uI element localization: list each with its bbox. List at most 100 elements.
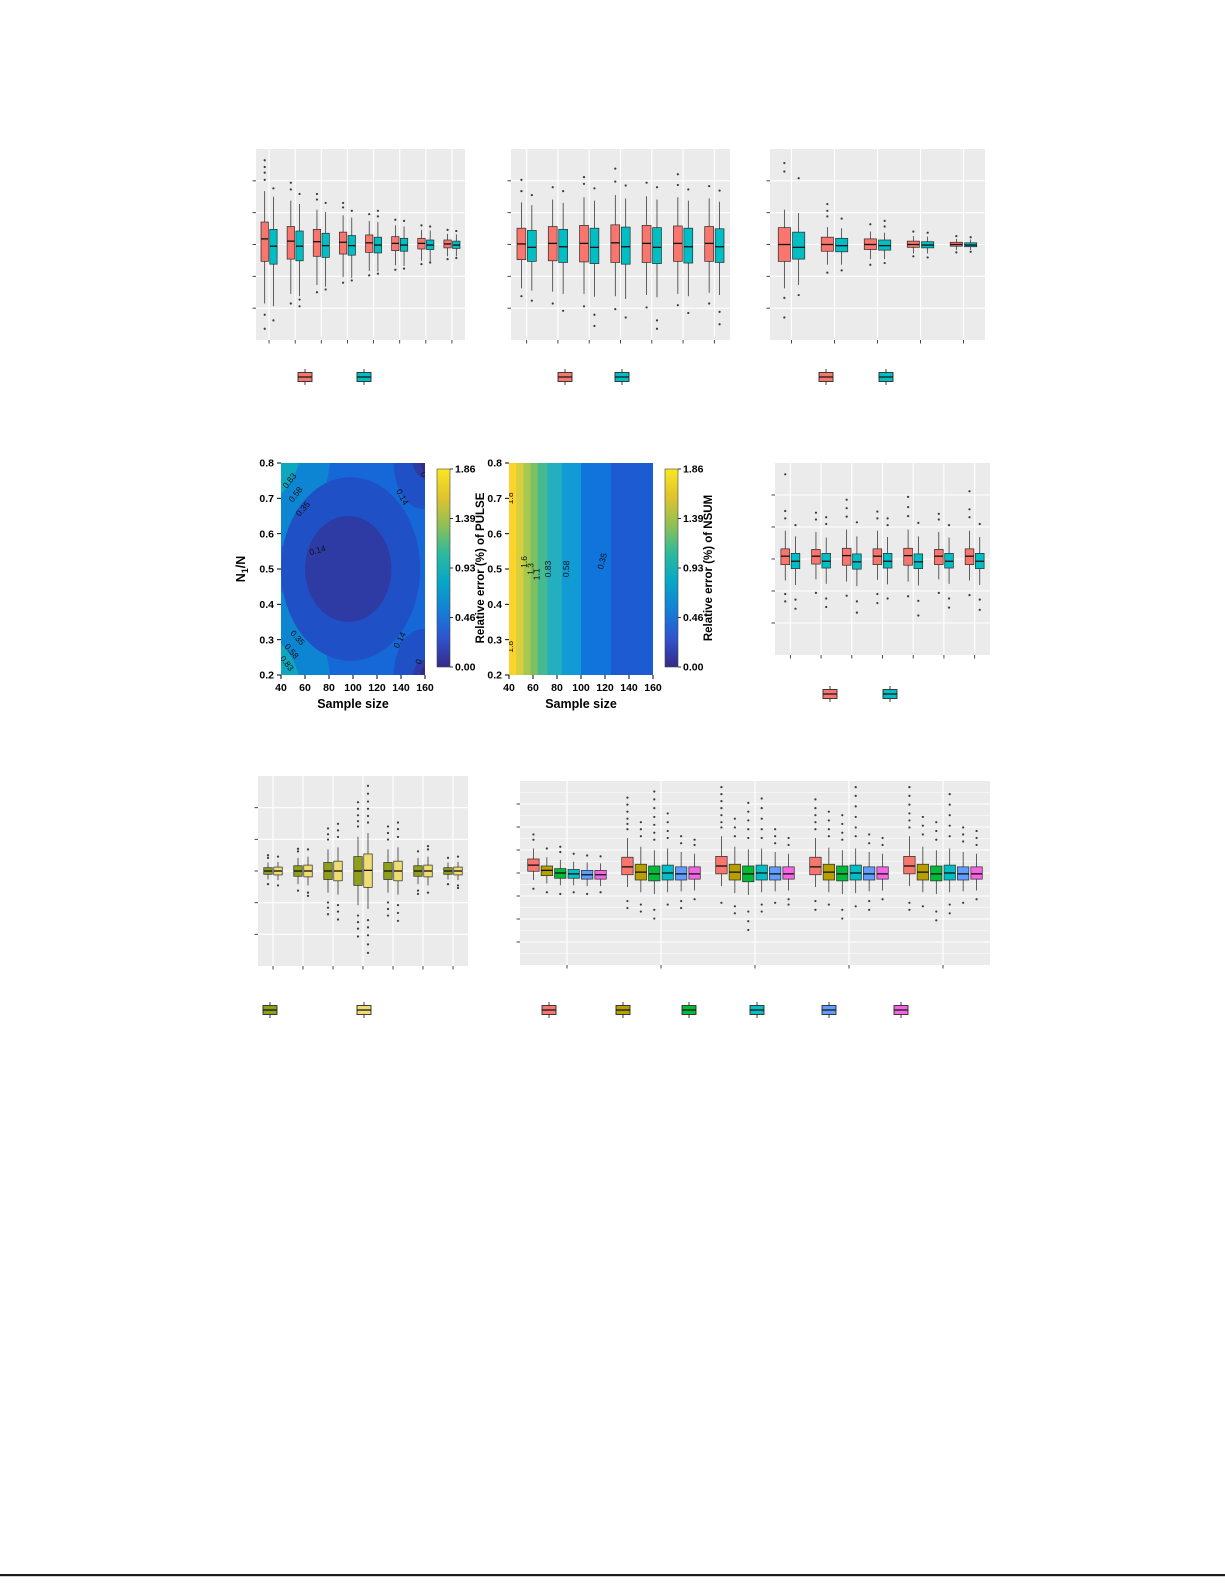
box-olive: [323, 827, 333, 916]
boxplot-bottom-right-legend-key-2: [615, 1002, 631, 1018]
boxplot-mid-right: [771, 463, 990, 702]
box-NSUM: [620, 184, 631, 319]
svg-text:140: 140: [620, 682, 638, 694]
y-axis-title: N1/N: [234, 556, 250, 583]
box-NSUM: [321, 201, 330, 291]
box-s5: [675, 835, 688, 910]
box-s4: [755, 797, 768, 913]
svg-text:120: 120: [368, 682, 386, 694]
box-PULSE: [820, 202, 834, 274]
boxplot-top-left-legend: [297, 369, 372, 385]
svg-text:1.8: 1.8: [505, 492, 515, 504]
svg-text:0.7: 0.7: [487, 493, 502, 505]
box-yellow: [303, 848, 313, 897]
boxplot-bottom-right-legend-key-1: [541, 1002, 557, 1018]
box-NSUM: [714, 189, 725, 326]
box-NSUM: [683, 188, 694, 315]
svg-text:120: 120: [596, 682, 614, 694]
svg-text:0.3: 0.3: [487, 634, 502, 646]
box-NSUM: [921, 231, 935, 259]
svg-text:0.93: 0.93: [455, 563, 476, 575]
boxplot-mid-right-legend: [822, 686, 898, 702]
svg-text:0.46: 0.46: [455, 612, 476, 624]
box-PULSE: [780, 473, 790, 603]
box-s3: [742, 801, 755, 932]
x-axis-title: Sample size: [317, 697, 389, 711]
box-PULSE: [903, 495, 913, 598]
box-NSUM: [452, 229, 461, 260]
box-PULSE: [964, 490, 975, 597]
boxplot-bottom-left-legend-key-1: [262, 1002, 278, 1018]
svg-text:0.5: 0.5: [487, 564, 502, 576]
box-PULSE: [641, 181, 652, 309]
box-PULSE: [312, 192, 322, 294]
colorbar-title: Relative error (%) of PULSE: [475, 492, 487, 643]
box-PULSE: [443, 228, 452, 261]
box-NSUM: [295, 192, 304, 308]
box-s4: [943, 793, 956, 915]
box-olive: [293, 847, 303, 892]
boxplot-top-right-legend-key-1: [818, 369, 834, 385]
x-axis-title: Sample size: [545, 697, 617, 711]
contour-nsum-field: 1.8 1.8 1.61.31.1 0.83 0.58 0.35: [505, 463, 653, 675]
contour-nsum: 1.8 1.8 1.61.31.1 0.83 0.58 0.35 40 60 80 100 120 1…: [487, 458, 715, 711]
svg-text:160: 160: [644, 682, 662, 694]
box-s1: [903, 786, 916, 911]
colorbar-title: Relative error (%) of NSUM: [703, 495, 715, 641]
boxplot-top-right: [766, 149, 985, 385]
box-PULSE: [841, 498, 852, 597]
box-s1: [621, 796, 634, 910]
svg-text:40: 40: [503, 682, 515, 694]
box-s1: [715, 786, 728, 904]
box-olive: [263, 854, 273, 886]
boxplot-top-left-legend-key-1: [297, 369, 313, 385]
boxplot-bottom-left-legend-key-2: [356, 1002, 372, 1018]
box-NSUM: [652, 186, 662, 330]
box-s5: [581, 854, 594, 896]
svg-text:0.6: 0.6: [259, 528, 274, 540]
box-NSUM: [835, 217, 849, 272]
page-bottom-rule: [0, 1574, 1225, 1577]
svg-text:0.3: 0.3: [259, 634, 274, 646]
box-NSUM: [975, 522, 985, 611]
contour-pulse: 0.830.580.350.140.350.580.830.1400.14040…: [234, 458, 487, 711]
box-yellow: [423, 845, 433, 894]
svg-text:0.4: 0.4: [259, 599, 274, 611]
box-PULSE: [579, 175, 589, 308]
svg-text:0.5: 0.5: [259, 564, 274, 576]
svg-text:0.2: 0.2: [259, 670, 274, 682]
box-NSUM: [913, 521, 924, 617]
svg-text:1.86: 1.86: [683, 464, 704, 476]
boxplot-top-middle-legend-key-1: [557, 369, 573, 385]
box-NSUM: [878, 219, 892, 265]
box-yellow: [453, 855, 463, 890]
svg-text:1.39: 1.39: [455, 513, 476, 525]
box-s2: [822, 810, 835, 906]
svg-text:0.58: 0.58: [561, 560, 572, 577]
boxplot-top-middle: [507, 149, 730, 385]
svg-text:160: 160: [416, 682, 434, 694]
box-NSUM: [944, 524, 954, 609]
svg-text:1.8: 1.8: [505, 641, 515, 653]
box-s2: [728, 817, 741, 915]
box-PULSE: [704, 184, 714, 305]
box-s5: [957, 826, 970, 904]
box-NSUM: [373, 209, 382, 275]
box-PULSE: [934, 512, 944, 594]
box-PULSE: [906, 230, 920, 258]
box-NSUM: [347, 209, 356, 282]
box-NSUM: [882, 517, 893, 600]
box-olive: [413, 850, 423, 896]
svg-text:60: 60: [299, 682, 311, 694]
box-NSUM: [269, 187, 278, 322]
contour-nsum-colorbar: 0.00 0.46 0.93 1.39 1.86 Relative error (%) o…: [664, 464, 715, 674]
box-PULSE: [811, 511, 821, 594]
svg-text:0.14: 0.14: [308, 543, 327, 557]
box-s6: [876, 836, 889, 901]
box-s6: [594, 855, 607, 894]
boxplot-bottom-right: [516, 781, 990, 1018]
boxplot-top-right-legend: [818, 369, 894, 385]
box-PULSE: [417, 224, 426, 266]
box-s2: [540, 847, 553, 894]
box-NSUM: [792, 177, 806, 297]
